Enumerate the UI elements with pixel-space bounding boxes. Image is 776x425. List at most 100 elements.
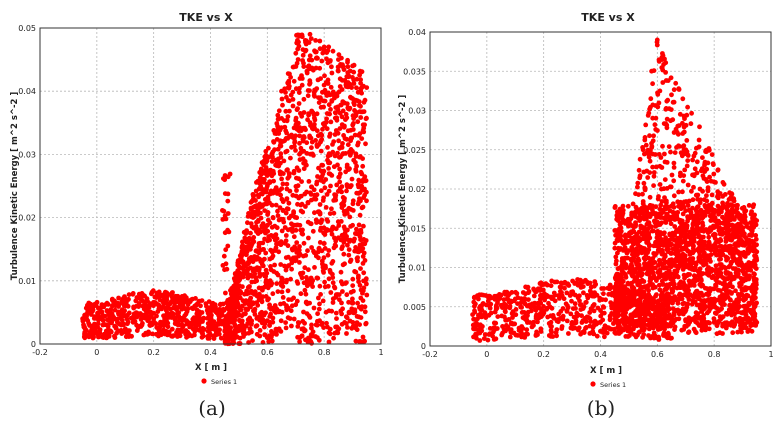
data-point: [143, 303, 149, 308]
data-point: [247, 300, 253, 305]
data-point: [141, 306, 147, 312]
data-point: [302, 287, 308, 293]
data-point: [482, 313, 488, 319]
data-point: [260, 317, 266, 323]
data-point: [337, 76, 343, 82]
data-point: [281, 158, 287, 164]
data-point: [266, 154, 272, 160]
data-point: [347, 318, 353, 324]
data-point: [492, 309, 498, 315]
data-point: [250, 338, 255, 343]
data-point: [288, 213, 294, 219]
data-point: [250, 259, 256, 265]
data-point: [330, 48, 336, 54]
data-point: [642, 257, 648, 262]
data-point: [352, 236, 357, 242]
data-point: [598, 308, 603, 313]
data-point: [188, 297, 194, 303]
data-point: [694, 159, 700, 165]
data-point: [305, 200, 311, 205]
data-point: [505, 293, 511, 298]
x-tick-label: 0: [94, 348, 99, 357]
data-point: [207, 306, 213, 312]
data-point: [85, 318, 91, 324]
data-point: [231, 316, 237, 321]
data-point: [744, 308, 750, 313]
data-point: [711, 316, 717, 321]
data-point: [601, 291, 606, 297]
data-point: [327, 211, 333, 217]
data-point: [564, 318, 570, 324]
data-point: [358, 80, 363, 86]
data-point: [631, 326, 636, 332]
data-point: [643, 142, 649, 148]
data-point: [508, 299, 514, 305]
data-point: [725, 220, 731, 226]
data-point: [269, 152, 275, 158]
data-point: [169, 291, 175, 296]
data-point: [357, 190, 363, 196]
data-point: [251, 308, 256, 314]
data-point: [262, 236, 267, 242]
data-point: [627, 217, 632, 223]
data-point: [326, 171, 332, 177]
data-point: [721, 264, 727, 270]
data-point: [638, 237, 643, 242]
data-point: [240, 284, 245, 290]
data-point: [568, 325, 574, 331]
data-point: [297, 140, 302, 146]
data-point: [338, 62, 343, 67]
x-ticks: -0.2 0 0.2 0.4 0.6 0.8 1: [32, 348, 383, 357]
data-point: [585, 281, 591, 287]
data-point: [240, 274, 246, 279]
data-point: [510, 321, 516, 327]
data-point: [261, 168, 266, 174]
data-point: [613, 261, 619, 267]
legend-label: Series 1: [211, 378, 237, 386]
data-point: [503, 309, 508, 315]
data-point: [702, 159, 708, 165]
data-point: [340, 141, 345, 146]
data-point: [604, 330, 610, 336]
data-point: [271, 171, 277, 177]
data-point: [651, 183, 656, 189]
data-point: [263, 189, 269, 195]
data-point: [637, 173, 643, 179]
data-point: [360, 163, 366, 169]
data-point: [280, 216, 286, 222]
data-point: [248, 272, 254, 278]
data-point: [294, 188, 299, 193]
data-point: [96, 314, 102, 320]
data-point: [616, 331, 622, 336]
data-point: [327, 267, 333, 273]
data-point: [126, 328, 132, 333]
data-point: [268, 264, 273, 269]
data-point: [546, 300, 551, 306]
data-point: [659, 186, 664, 192]
data-point: [309, 145, 314, 151]
data-point: [205, 315, 210, 321]
data-point: [293, 222, 299, 228]
data-point: [186, 331, 192, 337]
data-point: [280, 295, 286, 300]
data-point: [663, 70, 668, 75]
data-point: [523, 284, 528, 290]
data-point: [703, 327, 708, 333]
data-point: [694, 170, 700, 176]
data-point: [607, 282, 613, 288]
data-point: [267, 320, 273, 326]
data-point: [621, 260, 627, 266]
data-point: [163, 315, 168, 321]
data-point: [625, 334, 631, 339]
data-point: [190, 326, 196, 332]
data-point: [690, 221, 696, 227]
data-point: [645, 303, 651, 309]
data-point: [287, 71, 292, 77]
data-point: [323, 177, 329, 182]
data-point: [350, 222, 355, 228]
data-point: [680, 178, 686, 184]
data-point: [307, 31, 313, 37]
data-point: [329, 98, 335, 103]
data-point: [324, 111, 330, 116]
data-point: [328, 84, 334, 90]
